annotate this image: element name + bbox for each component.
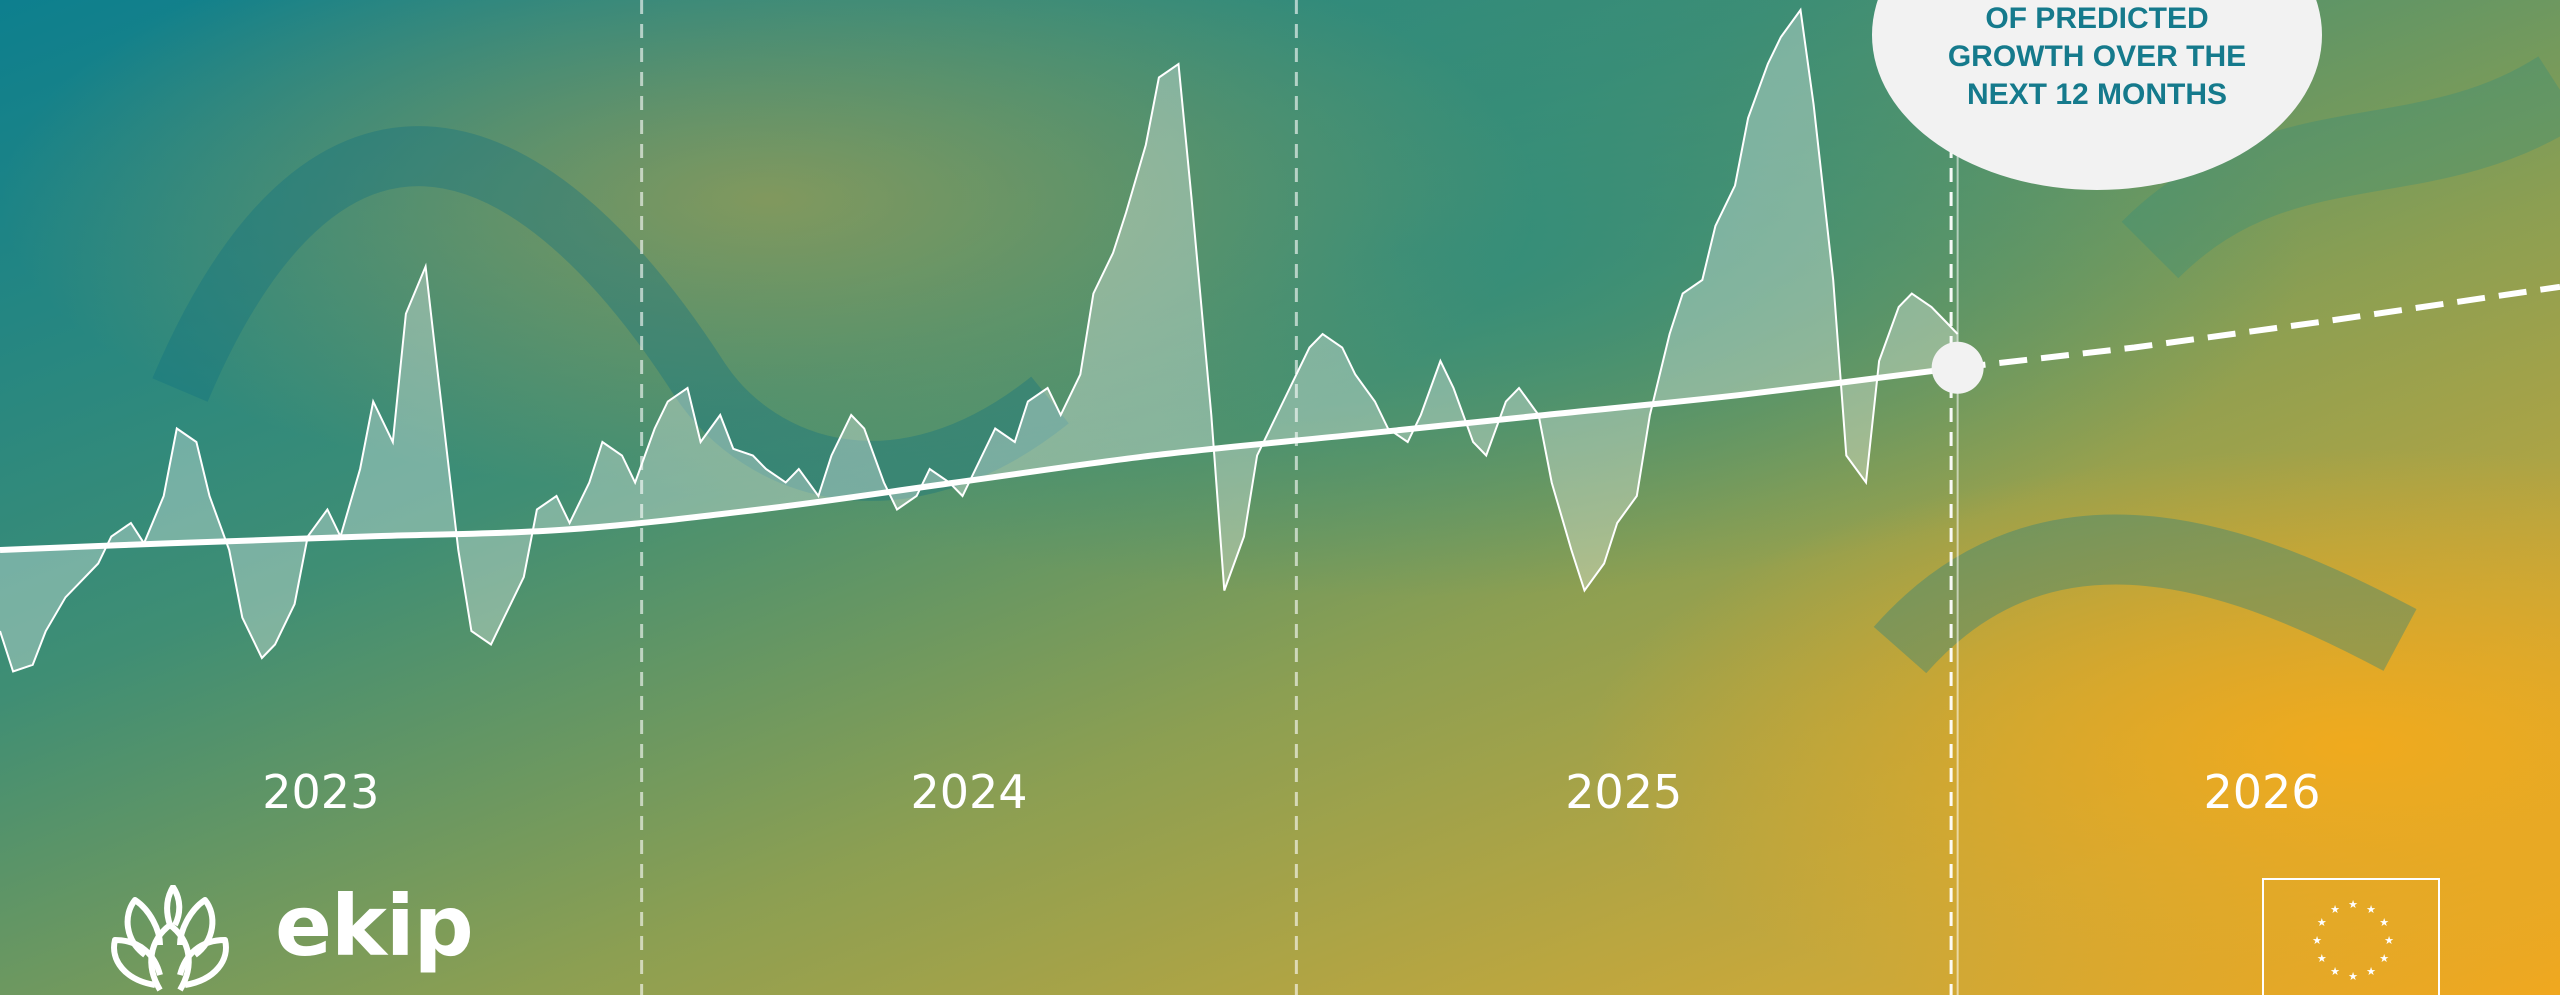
eu-star: ★ (2330, 965, 2340, 978)
actual-series-line (0, 7, 1959, 673)
year-dividers (640, 0, 1953, 995)
eu-star: ★ (2312, 934, 2322, 947)
x-tick-label-2023: 2023 (262, 765, 379, 819)
eu-star: ★ (2317, 916, 2327, 929)
eu-star: ★ (2379, 952, 2389, 965)
current-point-marker[interactable] (1931, 341, 1984, 394)
x-tick-label-2025: 2025 (1565, 765, 1682, 819)
eu-star: ★ (2330, 903, 2340, 916)
trend-series-line (0, 364, 1958, 553)
eu-star: ★ (2348, 898, 2358, 911)
eu-star: ★ (2317, 952, 2327, 965)
eu-star: ★ (2384, 934, 2394, 947)
brand-wordmark: ekip (275, 877, 474, 975)
forecast-series-line (1957, 283, 2560, 371)
growth-callout: OF PREDICTED GROWTH OVER THE NEXT 12 MON… (1872, 0, 2322, 190)
callout-text: OF PREDICTED GROWTH OVER THE NEXT 12 MON… (1947, 2, 2247, 111)
eu-flag-icon: ★ ★ ★ ★ ★ ★ ★ ★ ★ ★ ★ ★ (2262, 878, 2440, 995)
x-tick-label-2024: 2024 (910, 765, 1027, 819)
eu-star: ★ (2366, 965, 2376, 978)
x-tick-label-2026: 2026 (2203, 765, 2320, 819)
eu-star: ★ (2379, 916, 2389, 929)
eu-star: ★ (2366, 903, 2376, 916)
actual-area-fill (0, 10, 1958, 672)
ekip-logo[interactable]: ekip (105, 877, 485, 995)
lotus-flower-icon (111, 884, 229, 992)
eu-star: ★ (2348, 970, 2358, 983)
